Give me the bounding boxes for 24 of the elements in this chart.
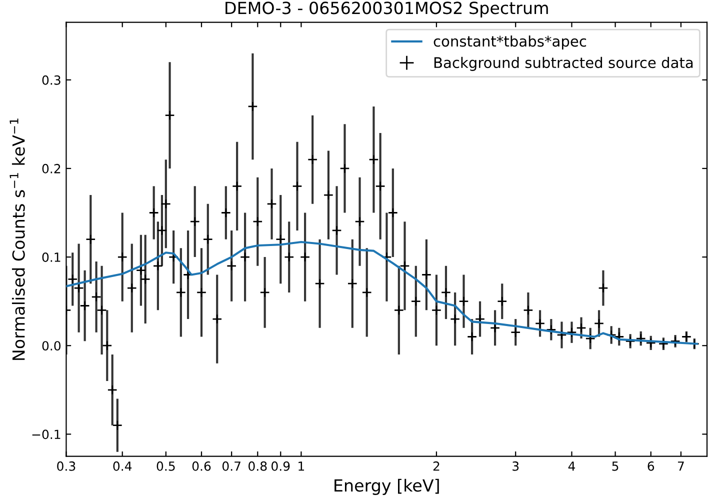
x-tick-label: 0.5 xyxy=(156,461,175,471)
y-tick-label: 0.1 xyxy=(42,252,60,262)
x-axis-title: Energy [keV] xyxy=(334,478,439,495)
y-tick-label: −0.1 xyxy=(32,430,60,440)
x-tick-label: 5 xyxy=(612,462,618,471)
x-tick-label: 0.6 xyxy=(192,461,211,471)
chart-title: DEMO-3 - 0656200301MOS2 Spectrum xyxy=(226,2,548,18)
y-axis-title: Normalised Counts s$^{−1}$ keV$^{−1}$ xyxy=(10,118,25,360)
x-tick-label: 1 xyxy=(298,462,304,471)
x-tick-label: 0.3 xyxy=(57,461,76,471)
x-tick-label: 0.7 xyxy=(222,461,240,471)
y-tick-label: 0.0 xyxy=(42,341,61,351)
x-tick-label: 6 xyxy=(648,461,654,471)
y-tick-label: 0.2 xyxy=(42,164,60,174)
legend-label: Background subtracted source data xyxy=(434,56,693,71)
x-tick-label: 0.4 xyxy=(113,461,132,471)
x-tick-label: 0.9 xyxy=(272,461,290,471)
x-tick-label: 4 xyxy=(568,462,576,471)
x-tick-label: 7 xyxy=(678,462,684,471)
x-tick-label: 3 xyxy=(512,461,519,471)
x-tick-label: 0.8 xyxy=(248,461,267,471)
legend-label: constant*tbabs*apec xyxy=(434,35,586,50)
x-tick-label: 2 xyxy=(433,461,440,471)
y-tick-label: 0.3 xyxy=(42,75,60,85)
